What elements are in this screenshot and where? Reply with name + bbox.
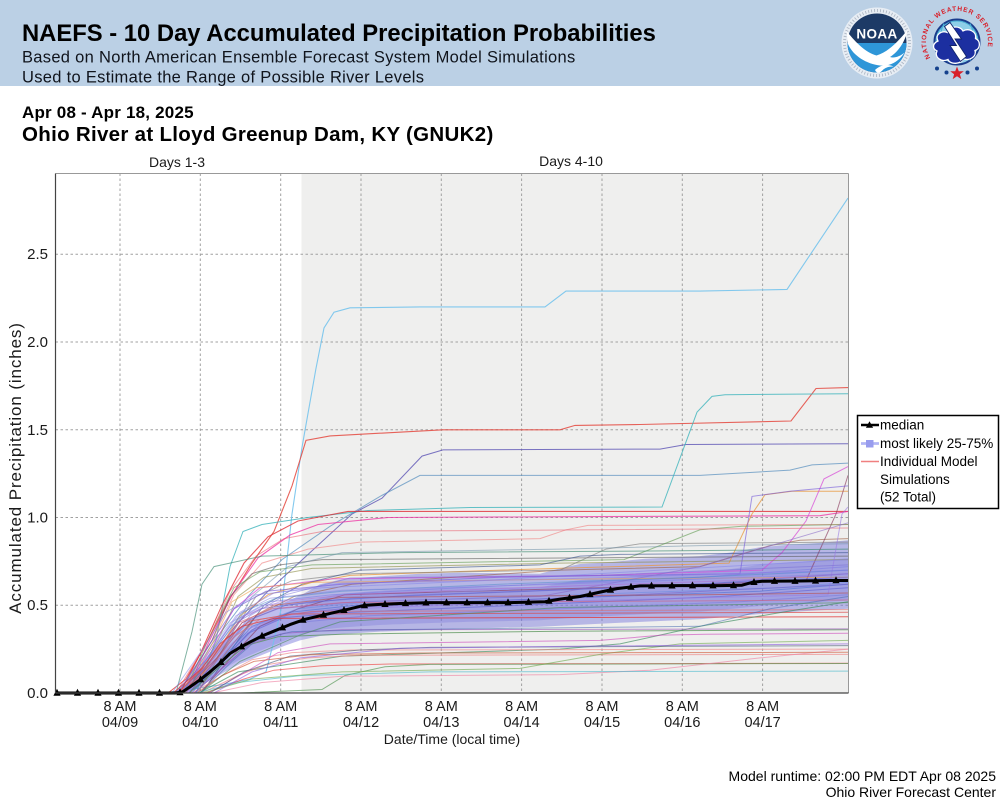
svg-text:2.5: 2.5 [27,246,48,263]
svg-text:most likely 25-75%: most likely 25-75% [880,436,993,451]
svg-text:8 AM: 8 AM [505,699,538,715]
svg-text:Based on North American Ensemb: Based on North American Ensemble Forecas… [22,49,576,67]
svg-text:NAEFS - 10 Day Accumulated Pre: NAEFS - 10 Day Accumulated Precipitation… [22,20,656,47]
svg-text:8 AM: 8 AM [184,699,217,715]
svg-text:Model runtime: 02:00 PM EDT Ap: Model runtime: 02:00 PM EDT Apr 08 2025 [729,768,997,784]
svg-text:04/15: 04/15 [584,715,620,731]
svg-text:median: median [880,418,924,433]
svg-text:Ohio River Forecast Center: Ohio River Forecast Center [826,784,997,800]
svg-text:0.5: 0.5 [27,597,48,614]
svg-text:8 AM: 8 AM [746,699,779,715]
svg-text:04/10: 04/10 [182,715,218,731]
svg-text:04/16: 04/16 [664,715,700,731]
svg-text:Ohio River at Lloyd Greenup Da: Ohio River at Lloyd Greenup Dam, KY (GNU… [22,123,494,146]
svg-text:1.0: 1.0 [27,510,48,527]
svg-text:1.5: 1.5 [27,422,48,439]
svg-text:(52 Total): (52 Total) [880,490,936,505]
svg-text:0.0: 0.0 [27,685,48,702]
svg-text:8 AM: 8 AM [344,699,377,715]
svg-text:Simulations: Simulations [880,472,950,487]
svg-text:8 AM: 8 AM [103,699,136,715]
svg-text:Apr 08 - Apr 18, 2025: Apr 08 - Apr 18, 2025 [22,103,194,122]
svg-text:04/12: 04/12 [343,715,379,731]
svg-text:04/13: 04/13 [423,715,459,731]
svg-text:04/11: 04/11 [263,715,298,731]
svg-text:2.0: 2.0 [27,334,48,351]
svg-text:8 AM: 8 AM [425,699,458,715]
svg-text:Accumulated Precipitation (inc: Accumulated Precipitation (inches) [6,322,25,614]
svg-text:04/09: 04/09 [102,715,138,731]
svg-text:8 AM: 8 AM [585,699,618,715]
svg-text:Days 1-3: Days 1-3 [149,154,205,170]
svg-text:Days 4-10: Days 4-10 [539,153,603,169]
svg-text:8 AM: 8 AM [264,699,297,715]
svg-text:8 AM: 8 AM [666,699,699,715]
svg-text:Used to Estimate the Range of: Used to Estimate the Range of Possible R… [22,69,424,87]
svg-text:04/17: 04/17 [744,715,780,731]
svg-text:NOAA: NOAA [856,27,897,42]
svg-text:Individual Model: Individual Model [880,454,978,469]
svg-text:04/14: 04/14 [503,715,539,731]
svg-text:Date/Time (local time): Date/Time (local time) [384,731,520,747]
